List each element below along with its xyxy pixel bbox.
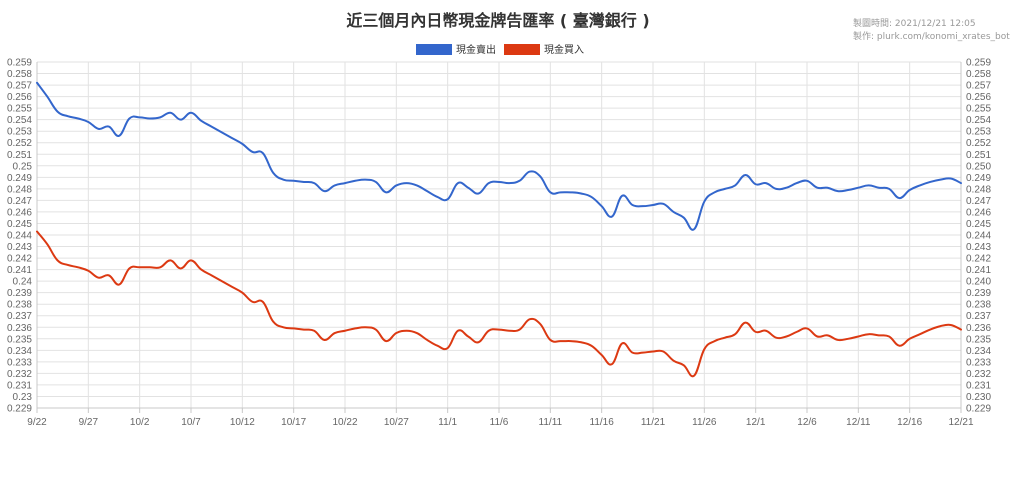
x-tick-label: 10/2: [130, 417, 150, 428]
y-tick-label-left: 0.231: [7, 380, 32, 391]
legend-label: 現金賣出: [456, 43, 496, 56]
y-tick-label-right: 0.254: [966, 115, 991, 126]
x-tick-label: 11/16: [590, 417, 615, 428]
y-tick-label-right: 0.246: [966, 207, 991, 218]
y-tick-label-left: 0.229: [7, 404, 32, 415]
y-tick-label-right: 0.237: [966, 311, 991, 322]
x-tick-label: 9/27: [79, 417, 99, 428]
y-tick-label-right: 0.244: [966, 231, 991, 242]
y-tick-label-left: 0.249: [7, 173, 32, 184]
y-tick-label-left: 0.24: [13, 277, 33, 288]
y-tick-label-left: 0.253: [7, 127, 32, 138]
y-tick-label-right: 0.229: [966, 404, 991, 415]
y-tick-label-left: 0.239: [7, 288, 32, 299]
x-tick-label: 11/1: [438, 417, 457, 428]
y-tick-label-left: 0.248: [7, 184, 32, 195]
y-tick-label-right: 0.258: [966, 69, 991, 80]
y-tick-label-left: 0.258: [7, 69, 32, 80]
series-line-cash-selling: [36, 81, 962, 231]
x-tick-label: 10/27: [384, 417, 409, 428]
series-line-cash-buying: [36, 230, 962, 378]
y-tick-label-left: 0.237: [7, 311, 32, 322]
y-tick-label-right: 0.259: [966, 58, 991, 69]
x-tick-label: 12/21: [948, 417, 973, 428]
x-axis: 9/22 9/27 10/2 10/7 10/12 10/17 10/22 10/27 11/1…: [27, 407, 974, 428]
x-tick-label: 12/11: [846, 417, 871, 428]
generated-time: 製圖時間: 2021/12/21 12:05: [853, 17, 976, 29]
y-axis-right: 0.2590.2580.2570.2560.2550.2540.2530.252…: [960, 58, 991, 415]
y-tick-label-right: 0.234: [966, 346, 991, 357]
y-tick-label-right: 0.233: [966, 357, 991, 368]
x-tick-label: 10/12: [230, 417, 255, 428]
y-tick-label-left: 0.242: [7, 254, 32, 265]
x-tick-label: 12/6: [797, 417, 817, 428]
y-tick-label-right: 0.232: [966, 369, 991, 380]
credit-text: 製作: plurk.com/konomi_xrates_bot: [853, 30, 1010, 42]
y-tick-label-left: 0.245: [7, 219, 32, 230]
x-tick-label: 11/26: [692, 417, 717, 428]
y-axis-left: 0.2590.2580.2570.2560.2550.2540.2530.252…: [7, 58, 38, 415]
y-tick-label-right: 0.238: [966, 300, 991, 311]
chart-title: 近三個月內日幣現金牌告匯率 ( 臺灣銀行 ): [346, 11, 649, 30]
y-tick-label-left: 0.236: [7, 323, 32, 334]
y-tick-label-left: 0.246: [7, 207, 32, 218]
chart-series: [36, 81, 962, 378]
x-tick-label: 10/22: [332, 417, 357, 428]
y-tick-label-right: 0.239: [966, 288, 991, 299]
y-tick-label-right: 0.255: [966, 104, 991, 115]
y-tick-label-right: 0.249: [966, 173, 991, 184]
x-tick-label: 12/16: [897, 417, 922, 428]
y-tick-label-right: 0.247: [966, 196, 991, 207]
y-tick-label-right: 0.245: [966, 219, 991, 230]
x-tick-label: 12/1: [746, 417, 766, 428]
y-tick-label-left: 0.238: [7, 300, 32, 311]
y-tick-label-left: 0.257: [7, 81, 32, 92]
y-tick-label-left: 0.243: [7, 242, 32, 253]
y-tick-label-left: 0.232: [7, 369, 32, 380]
y-tick-label-left: 0.235: [7, 334, 32, 345]
y-tick-label-left: 0.244: [7, 231, 32, 242]
y-tick-label-left: 0.255: [7, 104, 32, 115]
y-tick-label-left: 0.259: [7, 58, 32, 69]
y-tick-label-right: 0.250: [966, 161, 991, 172]
y-tick-label-left: 0.234: [7, 346, 32, 357]
y-tick-label-left: 0.252: [7, 138, 32, 149]
x-tick-label: 10/7: [181, 417, 201, 428]
y-tick-label-right: 0.231: [966, 380, 991, 391]
y-tick-label-right: 0.257: [966, 81, 991, 92]
legend-swatch: [504, 44, 540, 55]
y-tick-label-left: 0.251: [7, 150, 32, 161]
y-tick-label-right: 0.235: [966, 334, 991, 345]
y-tick-label-left: 0.25: [13, 161, 33, 172]
y-tick-label-right: 0.240: [966, 277, 991, 288]
y-tick-label-right: 0.251: [966, 150, 991, 161]
x-tick-label: 11/6: [490, 417, 509, 428]
y-tick-label-right: 0.242: [966, 254, 991, 265]
y-tick-label-left: 0.233: [7, 357, 32, 368]
legend-label: 現金買入: [544, 43, 584, 56]
chart-grid: [36, 61, 962, 409]
y-tick-label-right: 0.252: [966, 138, 991, 149]
y-tick-label-left: 0.247: [7, 196, 32, 207]
y-tick-label-right: 0.230: [966, 392, 991, 403]
y-tick-label-right: 0.256: [966, 92, 991, 103]
chart-legend: 現金賣出 現金買入: [416, 43, 584, 56]
y-tick-label-right: 0.253: [966, 127, 991, 138]
x-tick-label: 11/11: [539, 417, 563, 428]
y-tick-label-right: 0.241: [966, 265, 991, 276]
x-tick-label: 9/22: [27, 417, 47, 428]
y-tick-label-right: 0.243: [966, 242, 991, 253]
y-tick-label-right: 0.236: [966, 323, 991, 334]
y-tick-label-right: 0.248: [966, 184, 991, 195]
y-tick-label-left: 0.241: [7, 265, 32, 276]
legend-swatch: [416, 44, 452, 55]
y-tick-label-left: 0.254: [7, 115, 32, 126]
x-tick-label: 11/21: [641, 417, 666, 428]
y-tick-label-left: 0.256: [7, 92, 32, 103]
y-tick-label-left: 0.23: [13, 392, 33, 403]
x-tick-label: 10/17: [281, 417, 306, 428]
